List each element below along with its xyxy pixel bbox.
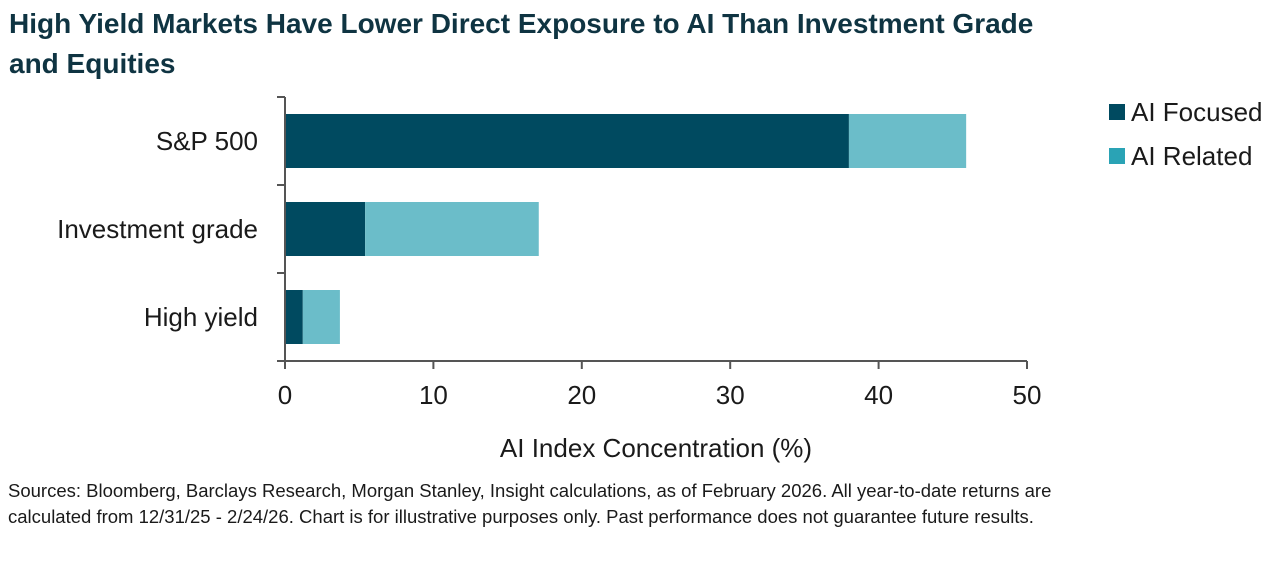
category-label: Investment grade	[57, 214, 258, 244]
bar-ai-focused	[285, 290, 303, 344]
x-axis-title: AI Index Concentration (%)	[500, 433, 812, 463]
x-tick-label: 50	[1013, 380, 1042, 410]
category-label: High yield	[144, 302, 258, 332]
bar-ai-related	[848, 114, 967, 168]
x-tick-label: 10	[419, 380, 448, 410]
axes-group	[277, 96, 1028, 369]
legend-swatch-ai-related	[1109, 148, 1125, 164]
legend-label-ai-focused: AI Focused	[1131, 97, 1263, 127]
source-note: Sources: Bloomberg, Barclays Research, M…	[8, 480, 1052, 527]
x-tick-label: 20	[567, 380, 596, 410]
bar-ai-focused	[285, 202, 366, 256]
legend: AI Focused AI Related	[1109, 97, 1263, 171]
x-tick-label: 0	[278, 380, 292, 410]
stacked-bar-chart: S&P 500 Investment grade High yield 0 10 20 30…	[57, 96, 1263, 463]
x-tick-label: 30	[716, 380, 745, 410]
bar-ai-related	[302, 290, 340, 344]
bars-group	[285, 114, 967, 344]
chart-title: High Yield Markets Have Lower Direct Exp…	[9, 8, 1034, 79]
x-tick-label: 40	[864, 380, 893, 410]
labels-group: S&P 500 Investment grade High yield 0 10 20 30…	[57, 126, 1041, 463]
bar-ai-related	[365, 202, 539, 256]
legend-label-ai-related: AI Related	[1131, 141, 1252, 171]
bar-ai-focused	[285, 114, 849, 168]
category-label: S&P 500	[156, 126, 258, 156]
legend-swatch-ai-focused	[1109, 104, 1125, 120]
